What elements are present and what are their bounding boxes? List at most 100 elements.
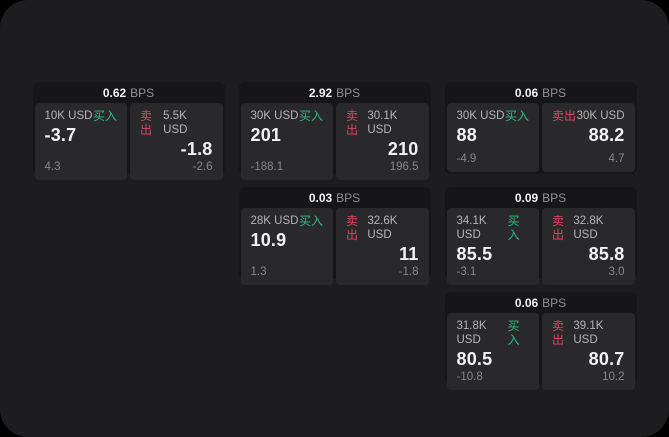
buy-sub-value: 1.3 bbox=[250, 266, 267, 278]
buy-side-label: 买入 bbox=[298, 109, 323, 123]
bps-value: 0.09 bbox=[514, 190, 539, 205]
sell-value: 11 bbox=[399, 244, 419, 264]
bps-unit-label: BPS bbox=[542, 85, 567, 100]
sell-panel-top-row: 卖出 32.6K USD bbox=[346, 214, 419, 242]
buy-amount: 30K USD bbox=[456, 110, 505, 122]
buy-side-label: 买入 bbox=[504, 109, 529, 123]
sell-panel-top-row: 卖出 39.1K USD bbox=[552, 319, 625, 347]
bps-value: 0.62 bbox=[102, 85, 127, 100]
sell-amount: 32.6K USD bbox=[367, 215, 398, 241]
buy-value: 80.5 bbox=[456, 349, 493, 369]
sell-sub-value: 196.5 bbox=[389, 161, 419, 173]
buy-panel-top-row: 10K USD 买入 bbox=[45, 109, 118, 123]
card-body: 30K USD 买入 201 -188.1 卖出 30.1K USD 210 1… bbox=[240, 103, 429, 180]
bps-card[interactable]: 0.09 BPS 34.1K USD 买入 85.5 -3.1 卖出 32.8K… bbox=[444, 187, 637, 285]
sell-value: 210 bbox=[387, 139, 419, 159]
card-header: 0.03 BPS bbox=[241, 187, 429, 208]
buy-value: 201 bbox=[250, 125, 282, 145]
buy-panel[interactable]: 10K USD 买入 -3.7 4.3 bbox=[34, 103, 127, 180]
sell-value: -1.8 bbox=[180, 139, 213, 159]
buy-sub-value: -3.1 bbox=[456, 266, 477, 278]
bps-card[interactable]: 0.62 BPS 10K USD 买入 -3.7 4.3 卖出 5.5K USD… bbox=[32, 82, 225, 180]
card-body: 30K USD 买入 88 -4.9 卖出 30K USD 88.2 4.7 bbox=[446, 103, 635, 172]
sell-panel[interactable]: 卖出 30K USD 88.2 4.7 bbox=[542, 103, 635, 172]
buy-value: 85.5 bbox=[456, 244, 493, 264]
sell-panel[interactable]: 卖出 32.8K USD 85.8 3.0 bbox=[542, 208, 635, 285]
buy-panel[interactable]: 30K USD 买入 201 -188.1 bbox=[240, 103, 333, 180]
buy-value: 88 bbox=[456, 125, 477, 145]
bps-value: 0.06 bbox=[514, 85, 539, 100]
bps-value: 0.06 bbox=[514, 295, 539, 310]
buy-panel-top-row: 31.8K USD 买入 bbox=[457, 319, 530, 347]
card-header: 0.06 BPS bbox=[447, 292, 635, 313]
buy-panel[interactable]: 31.8K USD 买入 80.5 -10.8 bbox=[446, 313, 539, 390]
sell-panel-top-row: 卖出 30.1K USD bbox=[346, 109, 419, 137]
bps-card[interactable]: 0.06 BPS 30K USD 买入 88 -4.9 卖出 30K USD 8… bbox=[444, 82, 637, 174]
buy-amount: 34.1K USD bbox=[456, 215, 487, 241]
bps-unit-label: BPS bbox=[542, 295, 567, 310]
buy-sub-value: 4.3 bbox=[44, 161, 61, 173]
sell-sub-value: 3.0 bbox=[608, 266, 625, 278]
sell-sub-value: -1.8 bbox=[398, 266, 419, 278]
sell-panel[interactable]: 卖出 39.1K USD 80.7 10.2 bbox=[542, 313, 635, 390]
buy-side-label: 买入 bbox=[298, 214, 323, 228]
sell-amount: 30K USD bbox=[576, 110, 625, 122]
buy-panel-top-row: 34.1K USD 买入 bbox=[457, 214, 530, 242]
sell-value: 88.2 bbox=[588, 125, 625, 145]
buy-side-label: 买入 bbox=[507, 319, 520, 347]
buy-side-label: 买入 bbox=[92, 109, 117, 123]
buy-amount: 30K USD bbox=[250, 110, 299, 122]
bps-value: 2.92 bbox=[308, 85, 333, 100]
buy-value: -3.7 bbox=[44, 125, 77, 145]
sell-amount: 32.8K USD bbox=[573, 215, 604, 241]
card-header: 2.92 BPS bbox=[241, 82, 429, 103]
sell-amount: 30.1K USD bbox=[367, 110, 398, 136]
sell-panel-top-row: 卖出 5.5K USD bbox=[140, 109, 213, 137]
sell-sub-value: 10.2 bbox=[602, 371, 625, 383]
bps-unit-label: BPS bbox=[542, 190, 567, 205]
buy-value: 10.9 bbox=[250, 230, 287, 250]
sell-panel[interactable]: 卖出 5.5K USD -1.8 -2.6 bbox=[130, 103, 223, 180]
buy-panel-top-row: 28K USD 买入 bbox=[251, 214, 324, 228]
bps-value: 0.03 bbox=[308, 190, 333, 205]
sell-sub-value: -2.6 bbox=[192, 161, 213, 173]
sell-side-label: 卖出 bbox=[140, 109, 153, 137]
bps-card[interactable]: 2.92 BPS 30K USD 买入 201 -188.1 卖出 30.1K … bbox=[238, 82, 431, 180]
buy-panel[interactable]: 28K USD 买入 10.9 1.3 bbox=[240, 208, 333, 285]
card-header: 0.06 BPS bbox=[447, 82, 635, 103]
buy-amount: 10K USD bbox=[44, 110, 93, 122]
sell-side-label: 卖出 bbox=[552, 319, 565, 347]
card-body: 28K USD 买入 10.9 1.3 卖出 32.6K USD 11 -1.8 bbox=[240, 208, 429, 285]
bps-unit-label: BPS bbox=[130, 85, 155, 100]
card-body: 31.8K USD 买入 80.5 -10.8 卖出 39.1K USD 80.… bbox=[446, 313, 635, 390]
card-header: 0.62 BPS bbox=[35, 82, 223, 103]
bps-unit-label: BPS bbox=[336, 190, 361, 205]
sell-panel-top-row: 卖出 32.8K USD bbox=[552, 214, 625, 242]
cards-grid: 0.62 BPS 10K USD 买入 -3.7 4.3 卖出 5.5K USD… bbox=[32, 82, 637, 390]
buy-sub-value: -10.8 bbox=[456, 371, 483, 383]
card-body: 10K USD 买入 -3.7 4.3 卖出 5.5K USD -1.8 -2.… bbox=[34, 103, 223, 180]
sell-sub-value: 4.7 bbox=[608, 153, 625, 165]
card-header: 0.09 BPS bbox=[447, 187, 635, 208]
buy-sub-value: -188.1 bbox=[250, 161, 284, 173]
bps-unit-label: BPS bbox=[336, 85, 361, 100]
bps-card[interactable]: 0.06 BPS 31.8K USD 买入 80.5 -10.8 卖出 39.1… bbox=[444, 292, 637, 390]
sell-amount: 39.1K USD bbox=[573, 320, 604, 346]
buy-panel-top-row: 30K USD 买入 bbox=[457, 109, 530, 123]
sell-value: 80.7 bbox=[588, 349, 625, 369]
buy-panel[interactable]: 30K USD 买入 88 -4.9 bbox=[446, 103, 539, 172]
buy-amount: 31.8K USD bbox=[456, 320, 487, 346]
buy-amount: 28K USD bbox=[250, 215, 299, 227]
sell-panel[interactable]: 卖出 32.6K USD 11 -1.8 bbox=[336, 208, 429, 285]
sell-side-label: 卖出 bbox=[552, 109, 577, 123]
buy-sub-value: -4.9 bbox=[456, 153, 477, 165]
buy-side-label: 买入 bbox=[507, 214, 520, 242]
sell-panel[interactable]: 卖出 30.1K USD 210 196.5 bbox=[336, 103, 429, 180]
buy-panel[interactable]: 34.1K USD 买入 85.5 -3.1 bbox=[446, 208, 539, 285]
bps-card[interactable]: 0.03 BPS 28K USD 买入 10.9 1.3 卖出 32.6K US… bbox=[238, 187, 431, 285]
sell-side-label: 卖出 bbox=[346, 109, 359, 137]
sell-side-label: 卖出 bbox=[346, 214, 359, 242]
buy-panel-top-row: 30K USD 买入 bbox=[251, 109, 324, 123]
card-body: 34.1K USD 买入 85.5 -3.1 卖出 32.8K USD 85.8… bbox=[446, 208, 635, 285]
